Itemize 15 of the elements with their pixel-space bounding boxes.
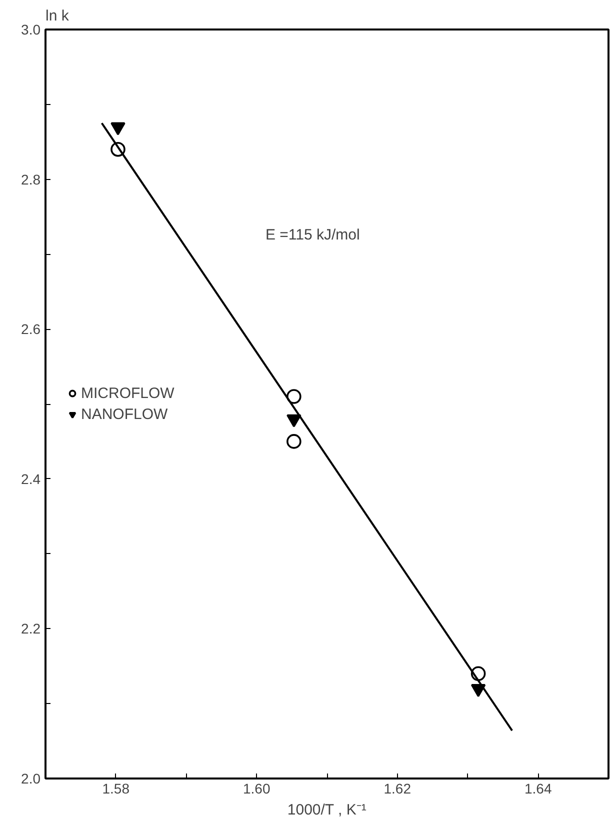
y-tick-label: 2.8	[21, 171, 41, 188]
y-tick-label: 2.4	[21, 470, 41, 487]
x-tick-label: 1.60	[243, 780, 270, 796]
x-tick-label: 1.58	[102, 780, 130, 796]
x-axis-title: 1000/T , K⁻¹	[287, 802, 366, 818]
y-tick-label: 3.0	[21, 22, 41, 38]
x-tick-label: 1.64	[524, 780, 552, 796]
y-tick-label: 2.6	[21, 321, 41, 338]
legend-label: NANOFLOW	[81, 406, 168, 422]
y-tick-label: 2.2	[21, 620, 41, 637]
y-axis-title: ln k	[46, 8, 70, 24]
legend-label: MICROFLOW	[81, 384, 174, 402]
y-tick-label: 2.0	[21, 770, 41, 786]
annotation: E =115 kJ/mol	[266, 226, 360, 244]
x-tick-label: 1.62	[384, 780, 412, 796]
